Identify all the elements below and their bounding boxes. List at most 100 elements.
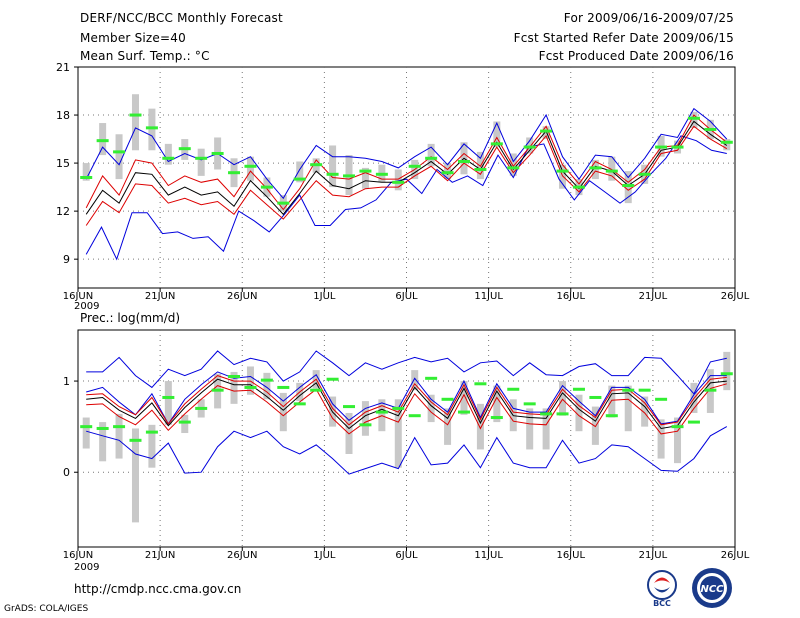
range-bar: [99, 422, 107, 462]
observation-marker: [622, 184, 635, 188]
x-tick-label: 11JUL: [474, 291, 503, 302]
observation-marker: [687, 420, 700, 424]
range-bar: [444, 163, 452, 180]
x-tick-label: 16JUL: [556, 291, 585, 302]
x-tick-label: 21JUL: [639, 291, 668, 302]
observation-marker: [638, 172, 651, 176]
observation-marker: [129, 438, 142, 442]
observation-marker: [556, 169, 569, 173]
observation-marker: [720, 372, 733, 376]
member-size: Member Size=40: [80, 31, 186, 45]
grads-credit: GrADS: COLA/IGES: [4, 604, 89, 614]
x-year-label: 2009: [74, 562, 99, 573]
x-year-label: 2009: [74, 301, 99, 312]
observation-marker: [425, 156, 438, 160]
range-bar: [131, 94, 139, 151]
range-bar: [657, 419, 665, 459]
observation-marker: [178, 420, 191, 424]
range-bar: [131, 428, 139, 523]
x-tick-label: 6JUL: [395, 550, 418, 561]
range-bar: [394, 399, 402, 468]
observation-marker: [211, 151, 224, 155]
range-bar: [526, 137, 534, 154]
range-bar: [526, 408, 534, 450]
observation-marker: [408, 164, 421, 168]
x-tick-label: 21JUN: [145, 550, 175, 561]
y-tick-label: 0: [63, 466, 70, 479]
range-bar: [82, 163, 90, 181]
series-line-mean-plus-sd: [86, 375, 727, 426]
observation-marker: [326, 377, 339, 381]
x-tick-label: 16JUL: [556, 550, 585, 561]
observation-marker: [704, 127, 717, 131]
y-tick-label: 12: [56, 205, 70, 218]
observation-marker: [113, 425, 126, 429]
ncc-logo: NCC: [692, 568, 732, 608]
range-bar: [493, 121, 501, 148]
precipitation-panel: 16JUN 21JUN 26JUN 1JUL 6JUL 11JUL 16JUL 21JUL 26…: [63, 311, 750, 573]
observation-marker: [474, 382, 487, 386]
variable-label: Mean Surf. Temp.: °C: [80, 49, 210, 63]
observation-marker: [244, 385, 257, 389]
range-bar: [493, 385, 501, 423]
y-tick-label: 18: [56, 109, 70, 122]
range-bar: [559, 164, 567, 189]
observation-marker: [523, 145, 536, 149]
range-bar: [197, 148, 205, 176]
observation-marker: [80, 425, 93, 429]
temperature-panel: 16JUN 21JUN 26JUN 1JUL 6JUL 11JUL 16JUL 21JUL 26…: [56, 61, 750, 312]
observation-marker: [228, 171, 241, 175]
observation-marker: [507, 166, 520, 170]
range-bar: [246, 156, 254, 181]
series-line-mean-minus-sd: [86, 383, 727, 435]
observation-marker: [145, 430, 158, 434]
x-tick-label: 6JUL: [395, 291, 418, 302]
range-bar: [444, 408, 452, 445]
precip-title: Prec.: log(mm/d): [80, 311, 180, 325]
x-tick-label: 21JUN: [145, 291, 175, 302]
range-bar: [99, 123, 107, 156]
observation-marker: [655, 397, 668, 401]
observation-marker: [375, 172, 388, 176]
bcc-logo-text: BCC: [653, 599, 671, 608]
observation-marker: [589, 395, 602, 399]
website-url[interactable]: http://cmdp.ncc.cma.gov.cn: [74, 582, 242, 596]
range-bar: [148, 108, 156, 151]
range-bar: [723, 351, 731, 391]
observation-marker: [96, 426, 109, 430]
x-tick-label: 1JUL: [313, 550, 336, 561]
y-tick-label: 15: [56, 157, 70, 170]
x-tick-label: 26JUN: [227, 291, 257, 302]
observation-marker: [277, 385, 290, 389]
observation-marker: [195, 156, 208, 160]
series-line-max: [85, 135, 727, 261]
observation-marker: [507, 387, 520, 391]
range-bar: [296, 161, 304, 183]
observation-marker: [195, 406, 208, 410]
range-bar: [460, 381, 468, 415]
observation-marker: [671, 425, 684, 429]
observation-marker: [457, 159, 470, 163]
range-bar: [690, 111, 698, 128]
range-bar: [361, 167, 369, 189]
observation-marker: [605, 169, 618, 173]
plot-frame: [77, 329, 736, 548]
observation-marker: [490, 142, 503, 146]
observation-marker: [310, 388, 323, 392]
series-line-mean-minus-sd: [85, 125, 728, 226]
range-bar: [608, 385, 616, 418]
range-bar: [476, 403, 484, 450]
observation-marker: [720, 140, 733, 144]
range-bar: [427, 143, 435, 167]
observation-marker: [572, 185, 585, 189]
range-bar: [115, 134, 123, 180]
observation-marker: [556, 412, 569, 416]
observation-marker: [228, 375, 241, 378]
observation-marker: [605, 414, 618, 418]
series-line-mean: [85, 120, 728, 216]
observation-marker: [178, 147, 191, 151]
observation-marker: [343, 405, 356, 409]
range-bar: [427, 394, 435, 423]
series-line-mean-plus-sd: [85, 114, 728, 211]
range-bar: [723, 139, 731, 151]
